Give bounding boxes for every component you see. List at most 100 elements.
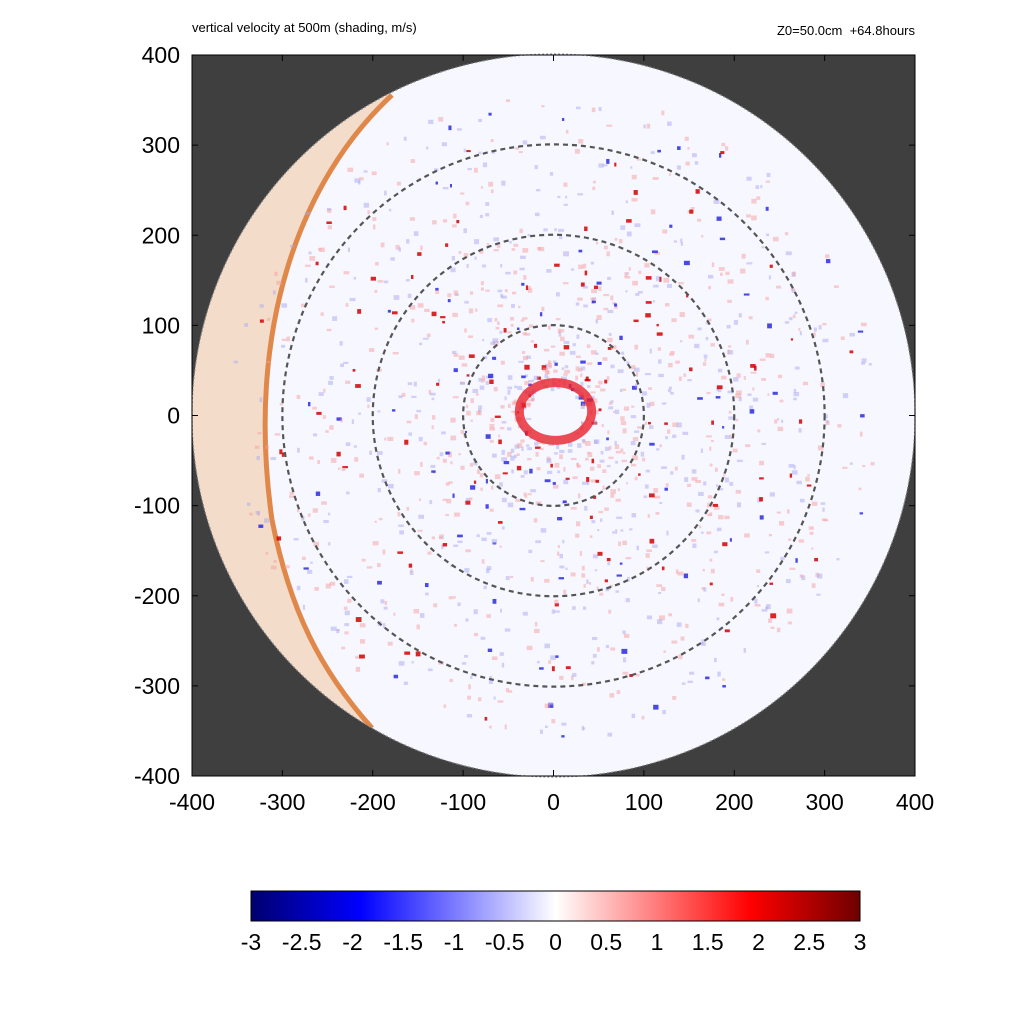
velocity-cell <box>605 446 610 451</box>
velocity-cell <box>558 228 564 232</box>
velocity-cell <box>435 290 440 294</box>
velocity-cell <box>528 379 534 383</box>
velocity-cell <box>352 368 356 372</box>
velocity-cell <box>301 517 305 521</box>
velocity-cell <box>496 242 501 248</box>
velocity-cell <box>701 642 706 646</box>
velocity-cell <box>590 391 596 394</box>
velocity-cell <box>629 674 633 677</box>
velocity-cell <box>559 553 563 559</box>
velocity-cell <box>386 142 389 146</box>
velocity-cell <box>796 480 802 485</box>
velocity-cell <box>555 655 559 658</box>
velocity-cell <box>325 430 329 433</box>
velocity-cell <box>448 481 453 484</box>
velocity-cell <box>822 507 825 512</box>
velocity-cell <box>343 361 349 364</box>
velocity-cell <box>694 343 700 349</box>
velocity-cell <box>595 319 599 324</box>
colorbar-tick-label: -1.5 <box>383 929 423 955</box>
velocity-cell <box>558 331 562 337</box>
velocity-cell <box>470 485 476 490</box>
velocity-cell <box>570 268 575 271</box>
velocity-cell <box>463 253 469 258</box>
velocity-cell <box>767 323 772 329</box>
velocity-cell <box>648 387 653 390</box>
velocity-cell <box>273 560 277 563</box>
velocity-cell <box>650 151 655 154</box>
velocity-cell <box>746 262 753 265</box>
velocity-cell <box>785 579 791 584</box>
velocity-cell <box>383 280 389 284</box>
velocity-cell <box>274 433 281 436</box>
velocity-cell <box>842 466 848 469</box>
velocity-cell <box>757 429 761 433</box>
velocity-cell <box>652 300 655 303</box>
velocity-cell <box>270 457 277 461</box>
velocity-cell <box>676 622 682 628</box>
velocity-cell <box>671 318 677 323</box>
velocity-cell <box>694 161 699 165</box>
velocity-cell <box>755 185 760 189</box>
velocity-cell <box>349 297 356 302</box>
velocity-cell <box>698 525 702 529</box>
velocity-cell <box>575 375 579 381</box>
velocity-cell <box>548 364 552 369</box>
velocity-cell <box>323 520 329 524</box>
velocity-cell <box>425 592 429 596</box>
land-area <box>192 54 392 777</box>
velocity-cell <box>738 396 742 402</box>
velocity-cell <box>676 165 681 170</box>
velocity-cell <box>523 470 528 475</box>
y-axis: 400 300 200 100 0 -100 -200 -300 -400 <box>134 42 915 789</box>
velocity-cell <box>564 365 569 369</box>
velocity-cell <box>447 454 452 458</box>
velocity-cell <box>645 276 652 280</box>
velocity-cell <box>500 263 503 268</box>
velocity-cell <box>414 471 420 476</box>
velocity-cell <box>434 168 439 172</box>
velocity-cell <box>649 348 652 354</box>
velocity-cell <box>310 561 313 564</box>
velocity-cell <box>494 474 501 480</box>
velocity-cell <box>375 261 379 266</box>
velocity-cell <box>308 456 314 460</box>
velocity-cell <box>767 393 770 396</box>
velocity-cell <box>662 229 668 234</box>
velocity-cell <box>506 427 512 431</box>
velocity-cell <box>565 477 570 480</box>
velocity-cell <box>410 568 413 573</box>
velocity-cell <box>431 536 436 540</box>
velocity-cell <box>724 515 730 520</box>
velocity-cell <box>721 142 726 147</box>
velocity-cell <box>266 360 271 364</box>
velocity-cell <box>407 293 412 298</box>
x-tick-label: 200 <box>715 789 753 815</box>
velocity-cell <box>654 495 661 499</box>
velocity-cell <box>576 334 580 339</box>
velocity-cell <box>684 136 689 141</box>
velocity-cell <box>422 337 429 340</box>
velocity-cell <box>669 352 675 356</box>
velocity-cell <box>571 675 574 681</box>
velocity-cell <box>368 348 375 352</box>
velocity-cell <box>478 405 483 409</box>
velocity-cell <box>510 455 515 461</box>
velocity-cell <box>653 284 659 288</box>
velocity-cell <box>485 289 490 292</box>
velocity-cell <box>457 602 461 607</box>
velocity-cell <box>577 297 583 301</box>
velocity-cell <box>544 643 550 649</box>
velocity-cell <box>820 382 826 388</box>
velocity-cell <box>501 457 508 462</box>
velocity-cell <box>607 309 614 314</box>
velocity-cell <box>794 366 800 370</box>
velocity-cell <box>650 209 656 215</box>
velocity-cell <box>514 417 518 422</box>
velocity-cell <box>728 410 732 414</box>
velocity-cell <box>598 380 603 385</box>
velocity-cell <box>544 725 548 729</box>
velocity-cell <box>759 358 766 361</box>
velocity-cell <box>329 581 336 586</box>
velocity-cell <box>384 437 387 441</box>
